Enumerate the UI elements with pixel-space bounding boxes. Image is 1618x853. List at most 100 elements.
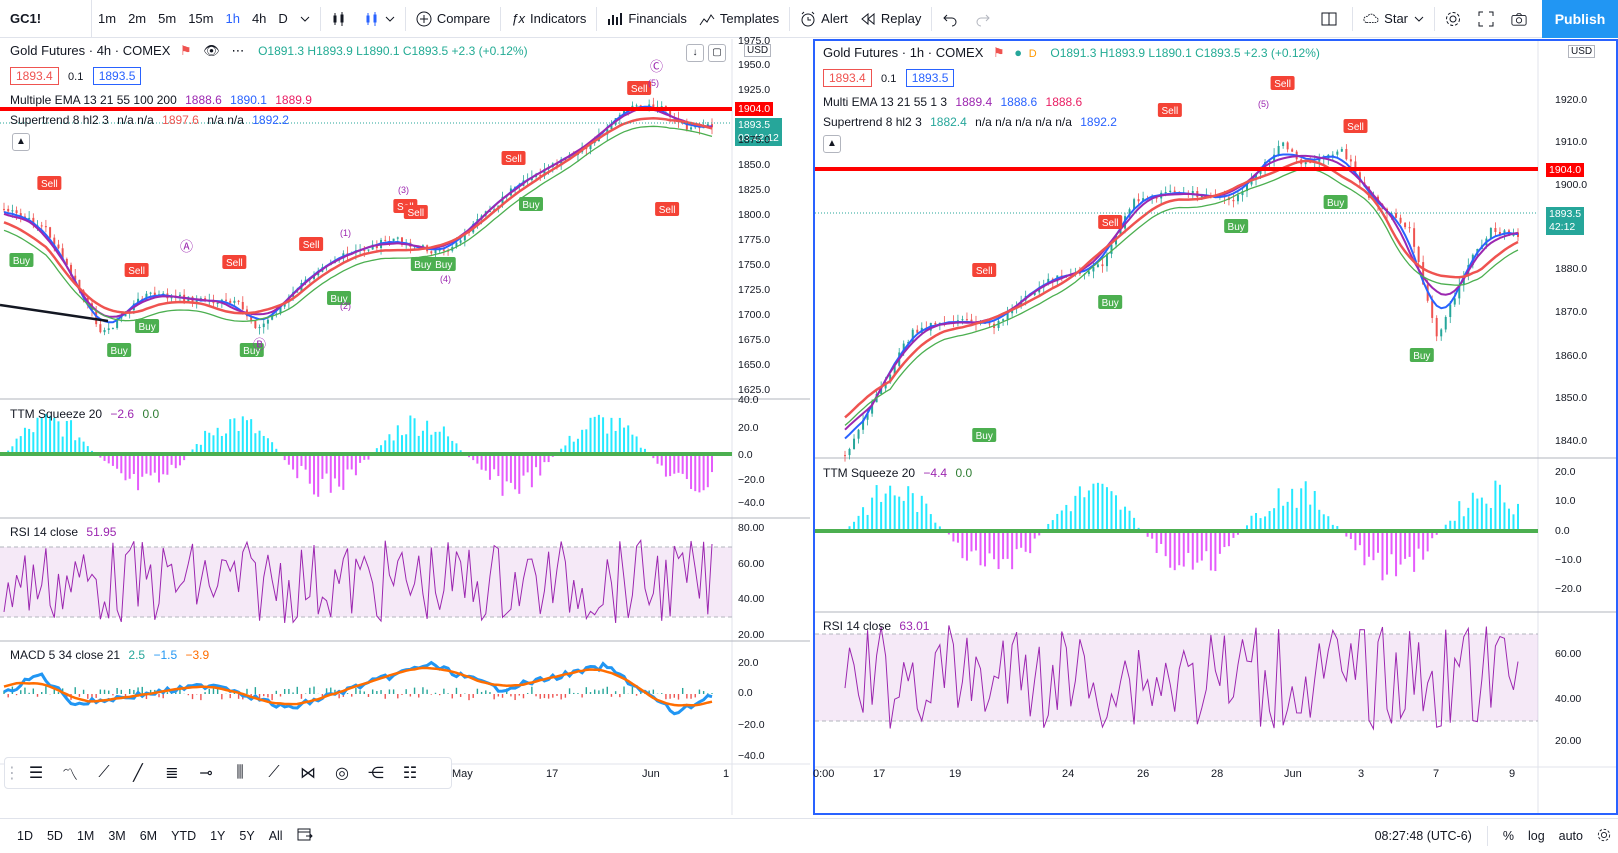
range-1d[interactable]: 1D [17, 829, 33, 843]
chart-type-button[interactable] [358, 0, 401, 38]
ttm-legend[interactable]: TTM Squeeze 20 −2.6 0.0 [10, 407, 159, 421]
tool-point-icon[interactable]: ⊸ [199, 765, 213, 782]
collapse-legend-button[interactable]: ▲ [12, 133, 30, 151]
ttm-bar [543, 454, 546, 463]
layout-button[interactable] [1315, 0, 1348, 38]
redo-icon [976, 14, 991, 26]
clock-timezone[interactable]: 08:27:48 (UTC-6) [1374, 829, 1472, 843]
ttm-bar [702, 454, 705, 491]
interval-4h[interactable]: 4h [251, 11, 267, 26]
interval-d[interactable]: D [278, 11, 288, 26]
interval-1m[interactable]: 1m [98, 11, 117, 26]
tool-elliott-wave-icon[interactable]: 〽 [61, 767, 78, 784]
buy-signal-label: Buy [138, 322, 155, 333]
series-title-right[interactable]: Gold Futures · 1h · COMEX [823, 45, 984, 60]
chart-pane-right[interactable]: Buy Sell Buy Sell Sell Buy Sell Buy Sell Buy (5) G… [813, 39, 1618, 815]
candle-body [685, 123, 688, 130]
ema-legend-right[interactable]: Multi EMA 13 21 55 1 3 1889.4 1888.6 188… [823, 95, 1082, 109]
tool-fib-icon[interactable]: ≣ [165, 765, 179, 782]
templates-button[interactable]: Templates [693, 0, 785, 38]
tool-trendline-icon[interactable]: ╱ [133, 765, 143, 782]
interval-15m[interactable]: 15m [188, 11, 214, 26]
candle-body [1259, 169, 1262, 174]
publish-button[interactable]: Publish [1542, 0, 1618, 38]
ema-legend[interactable]: Multiple EMA 13 21 55 100 200 1888.6 189… [10, 93, 312, 107]
series-title[interactable]: Gold Futures · 4h · COMEX [10, 43, 171, 58]
tool-pattern-icon[interactable]: ⋈ [300, 765, 316, 782]
ttm-bar [1376, 531, 1379, 553]
tool-horizontal-lines-icon[interactable]: ☰ [28, 765, 44, 782]
tool-settings-icon[interactable]: ⋲ [368, 765, 384, 782]
ttm-bar [848, 526, 851, 531]
alert-button[interactable]: Alert [794, 0, 854, 38]
ttm-bar [938, 526, 941, 531]
supertrend-legend-right[interactable]: Supertrend 8 hl2 3 1882.4 n/a n/a n/a n/… [823, 115, 1117, 129]
drag-handle-icon[interactable]: ⋮ [4, 765, 20, 782]
financials-button[interactable]: Financials [601, 0, 693, 38]
supertrend-line [3, 125, 713, 322]
star-button[interactable]: Star [1357, 0, 1430, 38]
range-1y[interactable]: 1Y [210, 829, 226, 843]
tool-magnet-icon[interactable]: ◎ [335, 765, 349, 782]
chart-pane-left[interactable]: Buy Sell Buy Sell Buy Sell Buy Sell Buy Sell Sell B… [0, 35, 810, 815]
range-1m[interactable]: 1M [76, 829, 95, 843]
ttm-bar [1476, 498, 1479, 531]
candle-body [225, 299, 228, 301]
redo-button[interactable] [969, 0, 1002, 38]
range-5y[interactable]: 5Y [239, 829, 255, 843]
rsi-legend[interactable]: RSI 14 close 51.95 [10, 525, 116, 539]
range-5d[interactable]: 5D [46, 829, 63, 843]
interval-dropdown[interactable] [294, 0, 316, 38]
range-all[interactable]: All [268, 829, 283, 843]
ttm-bar [597, 414, 600, 454]
maximize-pane-button[interactable]: ▢ [708, 44, 726, 62]
candle-body [237, 300, 240, 302]
interval-5m[interactable]: 5m [158, 11, 177, 26]
ttm-bar [907, 486, 910, 531]
chart-canvas-left[interactable]: Buy Sell Buy Sell Buy Sell Buy Sell Buy Sell Sell B… [0, 39, 810, 815]
supertrend-legend[interactable]: Supertrend 8 hl2 3 n/a n/a 1897.6 n/a n/… [10, 113, 289, 127]
buy-signal [410, 257, 435, 271]
auto-toggle[interactable]: auto [1558, 829, 1583, 843]
undo-button[interactable] [936, 0, 969, 38]
goto-date-button[interactable] [290, 828, 320, 845]
range-6m[interactable]: 6M [139, 829, 158, 843]
interval-2m[interactable]: 2m [128, 11, 147, 26]
scroll-down-button[interactable]: ↓ [686, 44, 704, 62]
supertrend-value-2: n/a n/a n/a n/a n/a [975, 115, 1072, 129]
macd-bar [434, 692, 437, 694]
symbol-search[interactable]: GC1! [0, 0, 92, 38]
chart-canvas-right[interactable]: Buy Sell Buy Sell Sell Buy Sell Buy Sell Buy (5) [815, 41, 1616, 813]
tool-abcd-icon[interactable]: ⟋ [98, 764, 110, 781]
more-icon[interactable]: ⋯ [231, 43, 245, 58]
replay-button[interactable]: Replay [854, 0, 927, 38]
fullscreen-button[interactable] [1472, 0, 1505, 38]
candle-body [266, 319, 269, 324]
bar-style-button[interactable] [325, 0, 358, 38]
tool-list-icon[interactable]: ☷ [402, 765, 418, 782]
gear-icon[interactable] [1590, 828, 1618, 845]
macd-bar [497, 694, 500, 697]
ttm-bar [300, 454, 303, 466]
snapshot-button[interactable] [1505, 0, 1538, 38]
currency-label: USD [1568, 45, 1596, 58]
range-3m[interactable]: 3M [108, 829, 126, 843]
ttm-bar [308, 454, 311, 484]
log-toggle[interactable]: log [1527, 829, 1545, 843]
eye-icon[interactable]: 👁 [203, 43, 220, 58]
time-axis-label: Jun [1284, 768, 1302, 780]
tool-measure-icon[interactable]: ⫼ [236, 764, 244, 781]
tool-line-icon[interactable]: ⟋ [268, 764, 280, 781]
range-ytd[interactable]: YTD [171, 829, 197, 843]
settings-button[interactable] [1439, 0, 1472, 38]
interval-1h[interactable]: 1h [225, 11, 240, 26]
compare-button[interactable]: Compare [410, 0, 496, 38]
percent-toggle[interactable]: % [1502, 829, 1514, 843]
ttm-bar [258, 430, 261, 454]
rsi-legend-right[interactable]: RSI 14 close 63.01 [823, 619, 929, 633]
ttm-legend-right[interactable]: TTM Squeeze 20 −4.4 0.0 [823, 466, 972, 480]
indicators-button[interactable]: ƒx Indicators [505, 0, 592, 38]
ttm-bar [898, 496, 901, 531]
macd-legend[interactable]: MACD 5 34 close 21 2.5 −1.5 −3.9 [10, 648, 209, 662]
collapse-legend-button[interactable]: ▲ [823, 135, 841, 153]
